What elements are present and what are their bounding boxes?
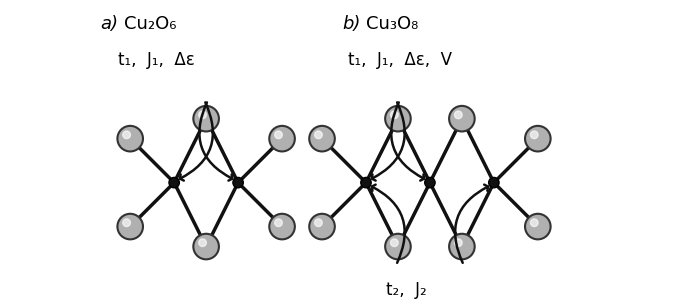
Circle shape bbox=[233, 177, 244, 188]
Circle shape bbox=[530, 219, 538, 226]
Text: b): b) bbox=[342, 15, 361, 33]
Text: a): a) bbox=[100, 15, 118, 33]
Circle shape bbox=[488, 177, 499, 188]
Circle shape bbox=[455, 239, 462, 247]
Text: t₁,  J₁,  Δε: t₁, J₁, Δε bbox=[118, 51, 195, 69]
Circle shape bbox=[275, 219, 282, 226]
Text: t₂,  J₂: t₂, J₂ bbox=[385, 281, 427, 299]
Circle shape bbox=[314, 219, 322, 226]
Circle shape bbox=[199, 239, 206, 247]
Circle shape bbox=[122, 219, 131, 226]
Circle shape bbox=[449, 234, 475, 259]
Circle shape bbox=[361, 177, 371, 188]
Circle shape bbox=[269, 214, 295, 239]
Circle shape bbox=[309, 126, 335, 151]
Circle shape bbox=[309, 214, 335, 239]
Circle shape bbox=[530, 131, 538, 139]
Circle shape bbox=[169, 177, 180, 188]
Text: Cu₃O₈: Cu₃O₈ bbox=[366, 15, 418, 33]
Circle shape bbox=[385, 234, 411, 259]
Circle shape bbox=[449, 106, 475, 132]
Circle shape bbox=[193, 106, 219, 132]
Circle shape bbox=[193, 234, 219, 259]
Circle shape bbox=[391, 111, 398, 119]
Circle shape bbox=[275, 131, 282, 139]
Circle shape bbox=[118, 214, 143, 239]
Text: Cu₂O₆: Cu₂O₆ bbox=[125, 15, 177, 33]
Circle shape bbox=[269, 126, 295, 151]
Text: t₁,  J₁,  Δε,  V: t₁, J₁, Δε, V bbox=[348, 51, 452, 69]
Circle shape bbox=[424, 177, 435, 188]
Circle shape bbox=[314, 131, 322, 139]
Circle shape bbox=[199, 111, 206, 119]
Circle shape bbox=[525, 126, 550, 151]
Circle shape bbox=[122, 131, 131, 139]
Circle shape bbox=[455, 111, 462, 119]
Circle shape bbox=[118, 126, 143, 151]
Circle shape bbox=[525, 214, 550, 239]
Circle shape bbox=[385, 106, 411, 132]
Circle shape bbox=[391, 239, 398, 247]
